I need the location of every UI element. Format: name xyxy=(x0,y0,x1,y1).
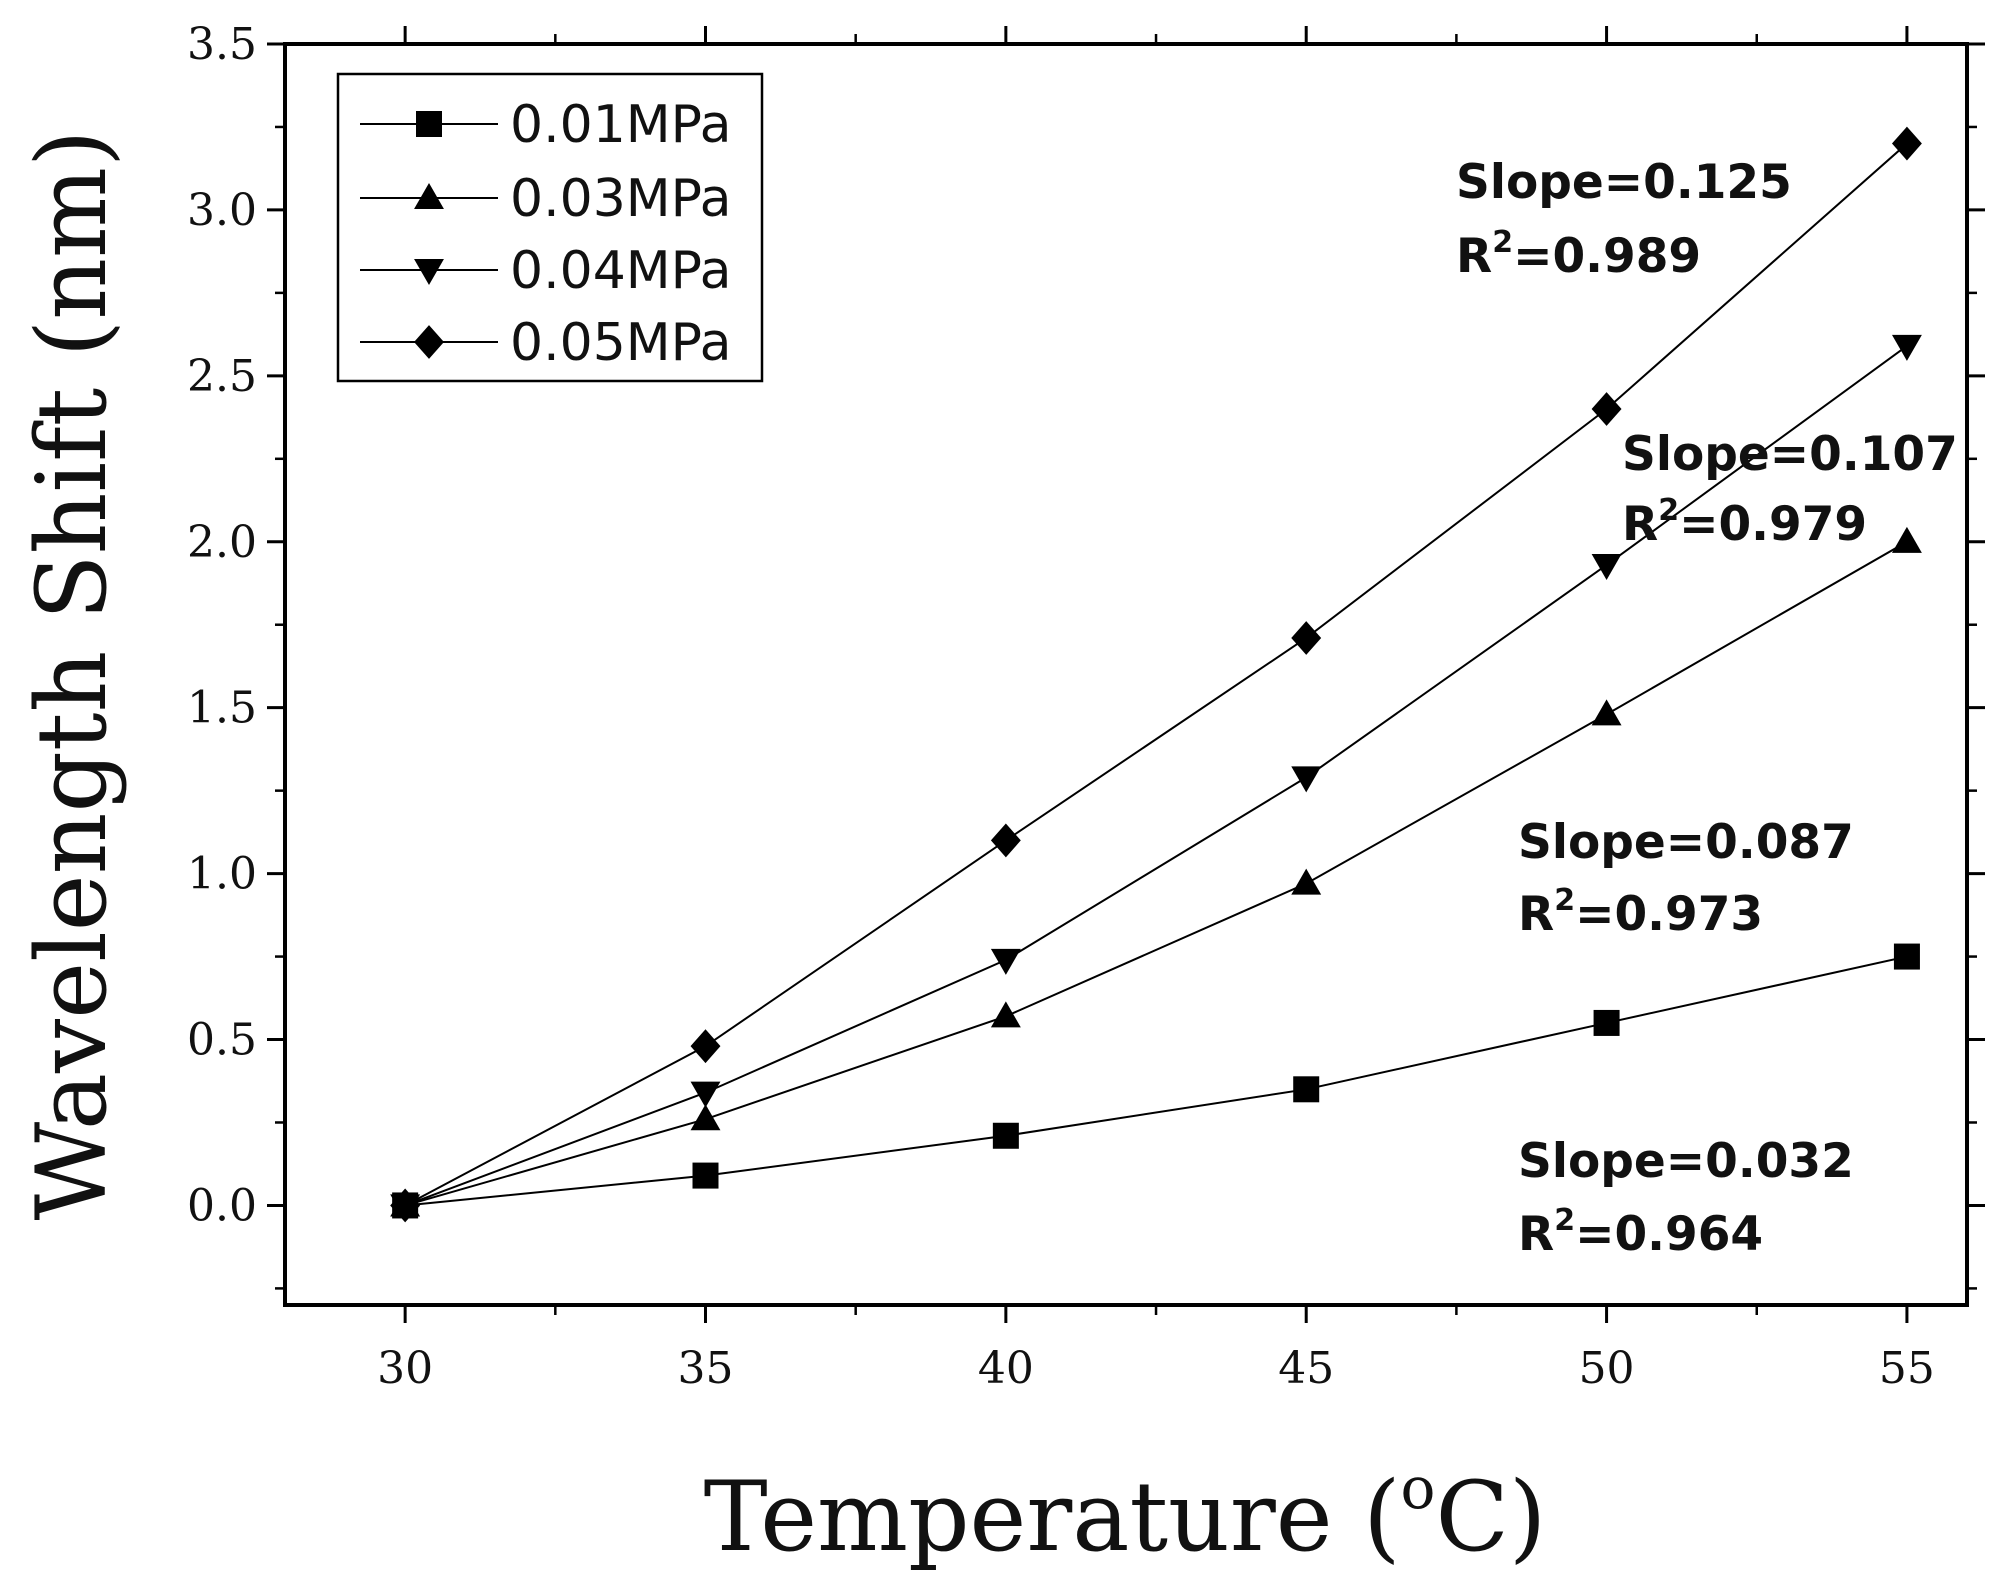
x-tick-label-35: 35 xyxy=(678,1343,734,1394)
legend-entries: 0.01MPa 0.03MPa 0.04MPa 0.05MPa xyxy=(360,95,732,373)
data-point-0.03MPa-35 xyxy=(690,1104,721,1131)
legend-marker-0.05MPa xyxy=(414,325,444,359)
data-point-0.03MPa-45 xyxy=(1291,868,1322,895)
x-axis-title-degree: o xyxy=(1401,1454,1436,1522)
plot-frame xyxy=(283,42,1969,1307)
data-point-0.01MPa-55 xyxy=(1893,943,1920,970)
annotations: Slope=0.125 R2=0.989 Slope=0.107 R2=0.97… xyxy=(1456,155,1958,1262)
data-point-0.05MPa-55 xyxy=(1891,126,1922,161)
annotation-r2-sup-001: 2 xyxy=(1554,1203,1575,1238)
annotation-r2-value-003: =0.973 xyxy=(1575,887,1763,942)
legend-entry-0.03MPa: 0.03MPa xyxy=(360,169,732,229)
legend-label: 0.01MPa xyxy=(510,95,732,155)
legend-marker-0.03MPa xyxy=(414,183,444,210)
data-point-0.05MPa-50 xyxy=(1591,392,1622,426)
data-point-0.01MPa-50 xyxy=(1593,1009,1620,1036)
data-point-0.01MPa-35 xyxy=(692,1162,719,1189)
data-point-0.01MPa-40 xyxy=(992,1122,1019,1149)
x-tick-label-55: 55 xyxy=(1879,1343,1935,1394)
legend-label: 0.04MPa xyxy=(510,241,732,301)
legend-entry-0.05MPa: 0.05MPa xyxy=(360,313,732,373)
series-line-0.04MPa xyxy=(404,345,1908,1207)
data-point-0.03MPa-40 xyxy=(990,1001,1021,1028)
data-point-0.03MPa-50 xyxy=(1591,699,1622,726)
axis-tick-labels: 30 35 40 45 50 55 0.0 0.5 1.0 1.5 2.0 2.5 3.0 3.5 xyxy=(187,19,1935,1394)
annotation-r2-value-004: =0.979 xyxy=(1679,497,1867,552)
y-tick-label-0: 0.0 xyxy=(187,1180,257,1231)
annotation-slope-005: Slope=0.125 xyxy=(1456,155,1792,210)
legend-label: 0.05MPa xyxy=(510,313,732,373)
series-lines xyxy=(404,142,1908,1207)
annotation-r2-prefix-004: R xyxy=(1622,497,1658,552)
axis-ticks xyxy=(267,26,1985,1323)
annotation-r2-prefix-001: R xyxy=(1518,1207,1554,1262)
data-point-0.04MPa-40 xyxy=(990,948,1021,975)
data-point-0.05MPa-45 xyxy=(1291,621,1322,655)
legend-label: 0.03MPa xyxy=(510,169,732,229)
x-tick-label-45: 45 xyxy=(1278,1343,1334,1394)
y-tick-label-3.5: 3.5 xyxy=(187,19,257,70)
x-tick-label-30: 30 xyxy=(377,1343,433,1394)
annotation-r2-004: R2=0.979 xyxy=(1622,493,1867,552)
y-tick-label-2.5: 2.5 xyxy=(187,351,257,402)
annotation-r2-sup-005: 2 xyxy=(1492,225,1513,260)
y-tick-label-1: 1.0 xyxy=(187,849,257,900)
x-axis-title-end: C) xyxy=(1435,1461,1546,1573)
x-tick-label-40: 40 xyxy=(978,1343,1034,1394)
annotation-r2-001: R2=0.964 xyxy=(1518,1203,1763,1262)
legend-marker-0.01MPa xyxy=(416,111,442,137)
y-tick-label-3: 3.0 xyxy=(187,185,257,236)
annotation-r2-value-001: =0.964 xyxy=(1575,1207,1763,1262)
annotation-r2-005: R2=0.989 xyxy=(1456,225,1701,284)
y-axis-title: Wavelength Shift (nm) xyxy=(16,129,128,1220)
x-axis-title: Temperature (oC) xyxy=(704,1454,1547,1573)
x-tick-label-50: 50 xyxy=(1579,1343,1635,1394)
data-point-0.03MPa-55 xyxy=(1891,526,1922,553)
y-tick-label-2: 2.0 xyxy=(187,517,257,568)
legend-entry-0.04MPa: 0.04MPa xyxy=(360,241,732,301)
series-line-0.03MPa xyxy=(404,540,1908,1207)
data-point-0.05MPa-40 xyxy=(990,823,1021,858)
data-point-0.04MPa-55 xyxy=(1891,334,1922,361)
data-point-0.04MPa-35 xyxy=(690,1081,721,1108)
annotation-slope-004: Slope=0.107 xyxy=(1622,427,1958,482)
annotation-slope-001: Slope=0.032 xyxy=(1518,1134,1854,1189)
series-line-0.05MPa xyxy=(404,142,1908,1207)
annotation-r2-prefix-003: R xyxy=(1518,887,1554,942)
data-point-0.04MPa-45 xyxy=(1291,766,1322,793)
data-point-0.01MPa-45 xyxy=(1293,1076,1320,1103)
legend-entry-0.01MPa: 0.01MPa xyxy=(360,95,732,155)
x-axis-title-main: Temperature ( xyxy=(704,1461,1401,1573)
series-markers xyxy=(390,126,1922,1223)
data-point-0.04MPa-50 xyxy=(1591,553,1622,580)
y-tick-label-0.5: 0.5 xyxy=(187,1015,257,1066)
legend: 0.01MPa 0.03MPa 0.04MPa 0.05MPa xyxy=(336,72,764,383)
data-point-0.05MPa-35 xyxy=(690,1029,721,1064)
data-point-0.05MPa-30 xyxy=(390,1188,421,1223)
annotation-r2-prefix-005: R xyxy=(1456,229,1492,284)
annotation-r2-sup-003: 2 xyxy=(1554,883,1575,918)
series-line-0.01MPa xyxy=(405,955,1908,1207)
annotation-r2-003: R2=0.973 xyxy=(1518,883,1763,942)
y-tick-label-1.5: 1.5 xyxy=(187,683,257,734)
legend-marker-0.04MPa xyxy=(414,258,444,285)
annotation-r2-sup-004: 2 xyxy=(1658,493,1679,528)
annotation-slope-003: Slope=0.087 xyxy=(1518,815,1854,870)
annotation-r2-value-005: =0.989 xyxy=(1513,229,1701,284)
legend-box xyxy=(336,72,764,383)
